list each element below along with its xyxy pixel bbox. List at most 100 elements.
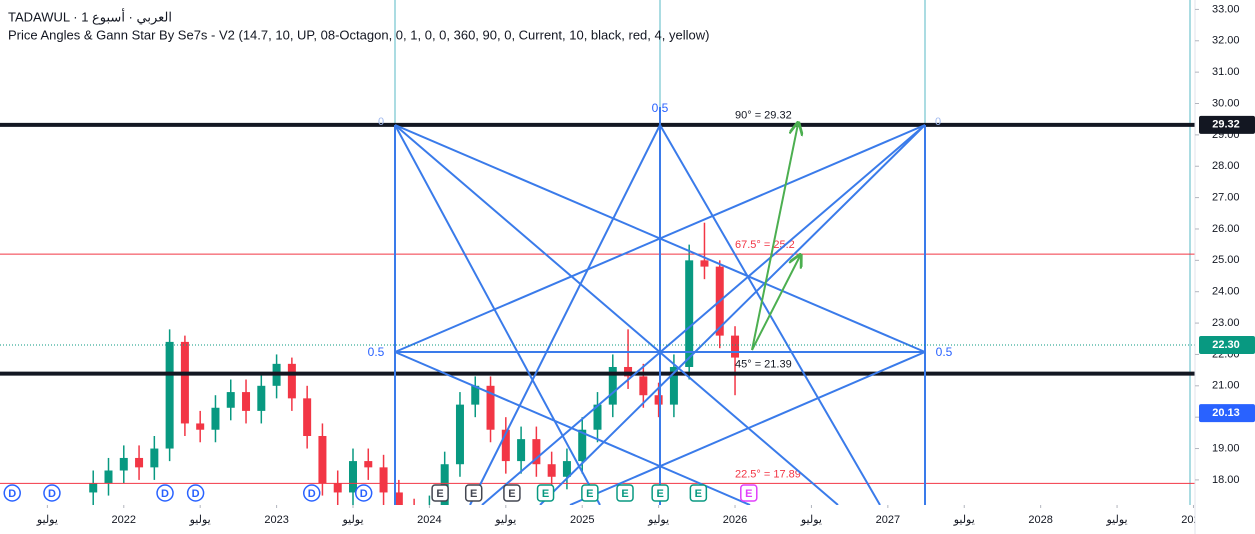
- candle-body: [486, 385, 495, 430]
- y-tick-label: 25.00: [1212, 254, 1240, 266]
- price-label: 29.32: [1212, 119, 1240, 131]
- candle-body: [562, 461, 571, 477]
- candle-body: [669, 366, 678, 405]
- time-dividers: [394, 0, 1191, 505]
- x-tick-label: 2023: [264, 514, 288, 526]
- x-axis: يوليو 2022 يوليو 2023 يوليو 2024 يوليو 2025 يولي…: [36, 505, 1206, 526]
- x-tick-label: يوليو: [953, 514, 975, 526]
- candle-body: [547, 464, 556, 477]
- x-tick-label: يوليو: [341, 514, 363, 526]
- x-tick-label: 2022: [112, 514, 136, 526]
- event-label: E: [508, 488, 515, 500]
- event-marker: [156, 484, 174, 502]
- event-label: D: [161, 488, 169, 500]
- arrow: [751, 124, 798, 351]
- price-label: 22.30: [1212, 339, 1240, 351]
- y-tick-label: 23.00: [1212, 317, 1240, 329]
- x-tick-label: يوليو: [1106, 514, 1128, 526]
- star-label: 0: [935, 116, 941, 128]
- y-tick-label: 32.00: [1212, 35, 1240, 47]
- event-marker: [503, 484, 521, 502]
- price-axis-panel: [1195, 0, 1255, 534]
- star-line: [481, 124, 926, 505]
- y-tick-label: 27.00: [1212, 192, 1240, 204]
- level-label: 22.5° = 17.89: [735, 468, 801, 480]
- x-tick-label: يوليو: [36, 514, 58, 526]
- candle-body: [700, 260, 709, 267]
- candle-body: [364, 461, 373, 468]
- candle-body: [471, 385, 480, 405]
- star-line: [394, 351, 751, 505]
- y-tick-label: 31.00: [1212, 66, 1240, 78]
- event-label: E: [436, 488, 443, 500]
- candle-body: [165, 341, 174, 449]
- candle-body: [578, 429, 587, 462]
- x-tick-label: يوليو: [800, 514, 822, 526]
- event-marker: [43, 484, 61, 502]
- price-label-bg: [1199, 115, 1255, 134]
- candle-body: [517, 439, 526, 462]
- gann-star: [394, 107, 926, 505]
- event-label: E: [586, 488, 593, 500]
- star-line: [394, 124, 839, 505]
- y-axis: 18.0019.0020.0021.0022.0023.0024.0025.00…: [1195, 3, 1255, 486]
- candle-body: [150, 448, 159, 468]
- price-label: 20.13: [1212, 407, 1240, 419]
- y-tick-label: 33.00: [1212, 3, 1240, 15]
- event-marker: [536, 484, 555, 502]
- event-label: D: [308, 488, 316, 500]
- level-label: 90° = 29.32: [735, 110, 792, 122]
- event-label: D: [8, 488, 16, 500]
- event-marker: [616, 484, 634, 502]
- y-tick-label: 28.00: [1212, 160, 1240, 172]
- candle-body: [135, 457, 144, 468]
- candle-body: [654, 395, 663, 405]
- event-label: D: [48, 488, 56, 500]
- candle-body: [608, 366, 617, 405]
- plot-area: 90° = 29.32 67.5° = 25.2 45° = 21.39 22.5° …: [0, 0, 1195, 505]
- star-line: [539, 124, 926, 505]
- candle-body: [379, 467, 388, 493]
- candle-body: [639, 376, 648, 396]
- star-label: 0.5: [368, 345, 385, 359]
- arrow: [751, 256, 800, 351]
- candle-body: [593, 404, 602, 430]
- y-tick-label: 18.00: [1212, 474, 1240, 486]
- x-tick-label: 2028: [1028, 514, 1052, 526]
- candle-body: [532, 439, 541, 465]
- star-label: 0.5: [936, 345, 953, 359]
- star-line: [569, 351, 926, 505]
- x-tick-label: يوليو: [189, 514, 211, 526]
- candle-body: [348, 461, 357, 493]
- event-label: E: [621, 488, 628, 500]
- price-label-bg: [1199, 336, 1255, 355]
- projection-arrows: [751, 124, 800, 351]
- event-label: E: [470, 488, 477, 500]
- event-marker: [354, 484, 373, 502]
- chart-title: TADAWUL · العربي · أسبوع 1: [8, 8, 172, 25]
- event-marker: [431, 484, 449, 502]
- price-label-bg: [1199, 404, 1255, 423]
- candles: [89, 222, 740, 505]
- candle-body: [303, 398, 312, 436]
- y-tick-label: 26.00: [1212, 223, 1240, 235]
- star-line: [394, 124, 601, 505]
- x-tick-label: 2024: [417, 514, 441, 526]
- event-marker: [651, 484, 669, 502]
- star-line: [469, 124, 661, 505]
- event-marker: [581, 484, 599, 502]
- event-label: E: [656, 488, 663, 500]
- star-label: 0.5: [652, 101, 669, 115]
- event-marker: [3, 484, 21, 502]
- event-marker: [740, 484, 758, 502]
- event-label: E: [745, 488, 752, 500]
- candle-body: [196, 423, 205, 430]
- event-label: E: [695, 488, 702, 500]
- star-line: [394, 124, 926, 353]
- candle-body: [104, 470, 113, 484]
- event-marker: [302, 484, 321, 502]
- candle-body: [333, 483, 342, 493]
- x-tick-label: 2026: [723, 514, 747, 526]
